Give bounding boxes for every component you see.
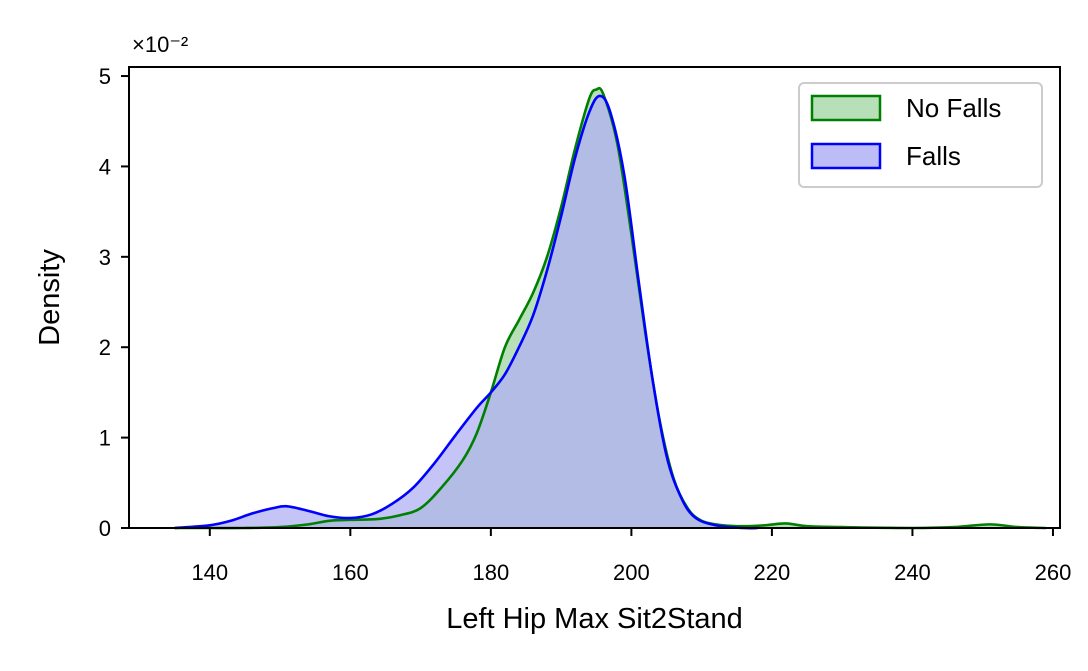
legend-label-falls: Falls [906,141,961,171]
legend-swatch-falls [810,142,882,170]
x-tick-label: 220 [754,560,791,585]
y-tick-label: 2 [99,335,111,360]
legend: No Falls Falls [798,82,1043,188]
x-tick-label: 260 [1035,560,1072,585]
legend-label-no-falls: No Falls [906,93,1001,123]
y-tick-label: 0 [99,516,111,541]
line-falls [174,94,758,530]
y-axis-label: Density [34,249,66,346]
y-tick-label: 5 [99,64,111,89]
y-tick-label: 3 [99,245,111,270]
x-axis-label: Left Hip Max Sit2Stand [446,603,743,635]
y-axis-ticks: 0 1 2 3 4 5 [99,64,129,541]
x-tick-label: 140 [191,560,228,585]
line-no-falls [174,86,1046,530]
y-tick-label: 4 [99,154,111,179]
x-tick-label: 160 [332,560,369,585]
y-axis-multiplier: ×10⁻² [132,32,188,57]
legend-swatch-no-falls [810,94,882,122]
x-axis-ticks: 140 160 180 200 220 240 260 [191,528,1071,585]
x-tick-label: 180 [473,560,510,585]
x-tick-label: 200 [613,560,650,585]
plot-frame [128,66,1061,529]
area-falls [174,95,758,529]
x-tick-label: 240 [894,560,931,585]
density-areas [174,86,1046,530]
y-tick-label: 1 [99,426,111,451]
axes: 140 160 180 200 220 240 260 0 1 2 3 4 5 ×10⁻² Left … [34,32,1071,635]
